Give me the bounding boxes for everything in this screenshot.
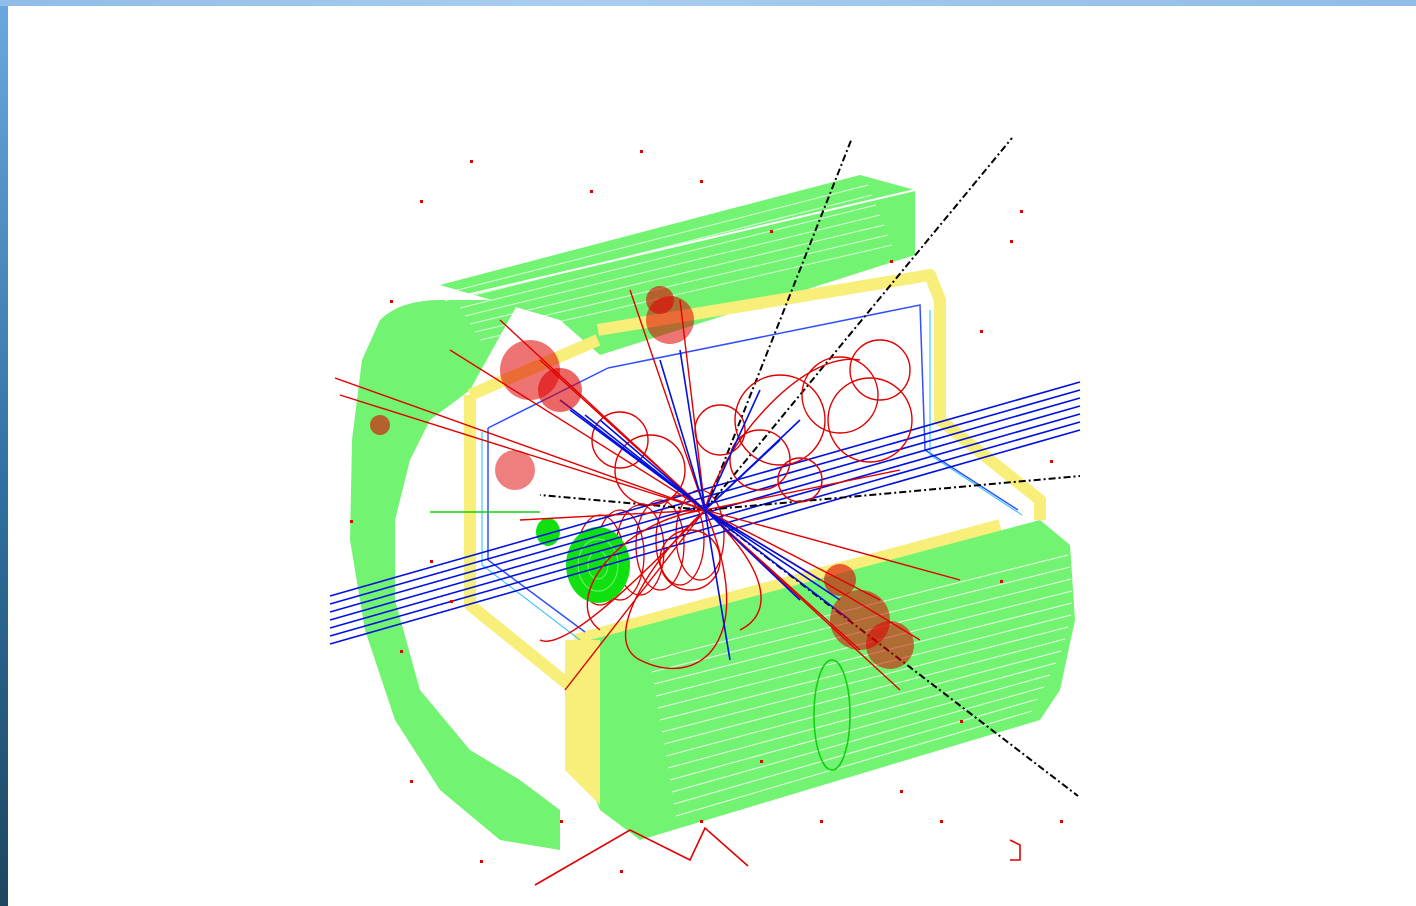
slide-top-border <box>0 0 1416 6</box>
cryostat-frame <box>464 269 1046 696</box>
outer-tracks <box>534 826 1021 886</box>
muon-loop <box>430 511 851 771</box>
energy-clusters <box>370 286 914 669</box>
inner-tracks <box>559 349 851 661</box>
calorimeter-barrel-top <box>440 175 916 355</box>
scattered-hits <box>350 150 1063 873</box>
slide-left-border <box>0 0 8 906</box>
calorimeter-endcap-left <box>350 300 560 850</box>
forward-detector <box>536 518 630 603</box>
inner-detector-outline <box>487 304 1019 633</box>
